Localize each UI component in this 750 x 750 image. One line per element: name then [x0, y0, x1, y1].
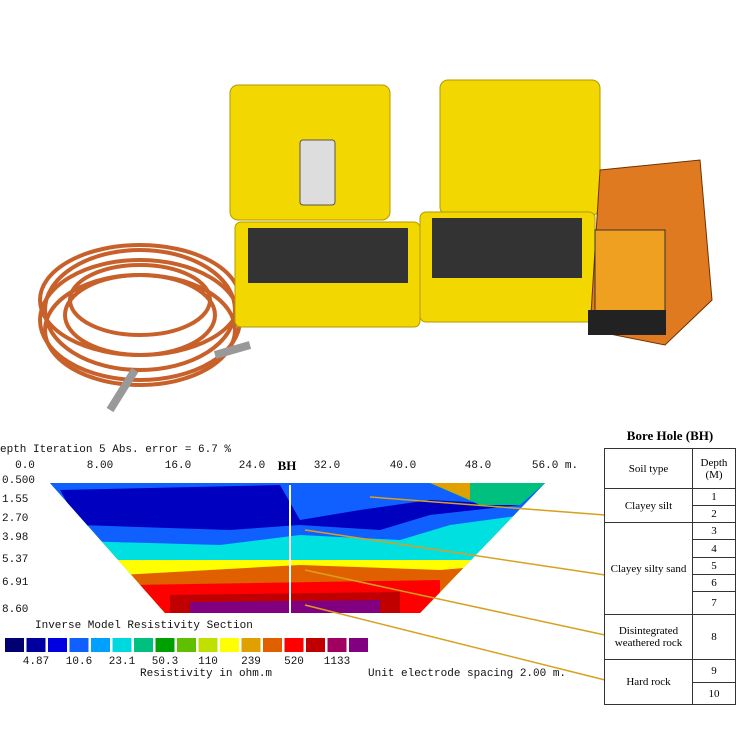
depth: 10	[692, 682, 736, 705]
depth-label: 0.500	[2, 475, 35, 487]
depth-label: 3.98	[2, 532, 28, 544]
arrows	[304, 496, 606, 681]
spacing-note: Unit electrode spacing 2.00 m.	[368, 668, 566, 680]
power-unit	[588, 159, 713, 346]
scale-swatch	[198, 638, 218, 652]
table-title: Bore Hole (BH)	[626, 428, 714, 443]
resistivity-section	[50, 483, 545, 613]
x-label: 32.0	[314, 460, 340, 472]
x-label: 48.0	[465, 460, 491, 472]
scale-swatch	[220, 638, 239, 652]
depth: 8	[692, 614, 736, 660]
depth: 9	[692, 659, 736, 683]
scale-swatch	[349, 638, 368, 652]
scale-swatch	[306, 638, 325, 652]
scale-swatch	[241, 638, 261, 652]
depth-label: 2.70	[2, 513, 28, 525]
table-row: Disintegrated weathered rock 8	[604, 614, 736, 660]
x-label: 16.0	[165, 460, 191, 472]
depth: 7	[692, 591, 736, 615]
soil-type: Clayey silty sand	[604, 522, 693, 615]
scale-swatch	[263, 638, 282, 652]
x-label: 0.0	[15, 460, 35, 472]
bh-marker: BH	[278, 458, 297, 473]
soil-type: Disintegrated weathered rock	[604, 614, 693, 660]
scale-swatch	[134, 638, 153, 652]
col-header: Soil type	[604, 448, 693, 489]
table-row: 7	[605, 591, 736, 615]
col-header: Depth (M)	[692, 448, 736, 489]
soil-type: Clayey silt	[604, 488, 693, 523]
scale-label: 23.1	[109, 656, 136, 668]
depth: 2	[692, 505, 736, 523]
depth: 5	[692, 557, 736, 575]
depth-label: 8.60	[2, 604, 28, 616]
scale-label: 520	[284, 656, 304, 668]
depth-label: 5.37	[2, 554, 28, 566]
section-title: Inverse Model Resistivity Section	[35, 620, 253, 632]
x-label: 40.0	[390, 460, 416, 472]
scale-label: 10.6	[66, 656, 92, 668]
table-row: 10	[605, 682, 736, 705]
scale-swatch	[327, 638, 347, 652]
table-row: Clayey silty sand 3	[604, 522, 736, 615]
scale-title: Resistivity in ohm.m	[140, 668, 272, 680]
scale-label: 4.87	[23, 656, 49, 668]
section-header: epth Iteration 5 Abs. error = 6.7 %	[0, 444, 231, 456]
scale-label: 239	[241, 656, 261, 668]
scale-swatch	[112, 638, 132, 652]
scale-label: 110	[198, 656, 218, 668]
table-row: 6	[605, 574, 736, 592]
scale-swatch	[69, 638, 89, 652]
cable-coil	[38, 243, 252, 413]
depth-label: 6.91	[2, 577, 29, 589]
soil-type: Hard rock	[604, 659, 693, 705]
depth: 3	[692, 522, 736, 540]
depth: 6	[692, 574, 736, 592]
table-row: Clayey silt 1	[604, 488, 736, 523]
scale-label: 50.3	[152, 656, 178, 668]
scale-swatch	[5, 638, 24, 652]
scale-swatch	[284, 638, 304, 652]
bore-hole-table: Bore Hole (BH) Soil type Depth (M) Clayey…	[604, 424, 736, 705]
scale-label: 1133	[324, 656, 350, 668]
scale-swatch	[177, 638, 196, 652]
scale-swatch	[26, 638, 46, 652]
depth: 1	[692, 488, 736, 506]
x-label: 24.0	[239, 460, 265, 472]
scale-swatch	[91, 638, 110, 652]
scale-swatch	[48, 638, 67, 652]
depth-label: 1.55	[2, 494, 28, 506]
scale-swatch	[155, 638, 175, 652]
table-row: Hard rock 9	[604, 659, 736, 705]
case-2	[419, 79, 601, 323]
case-1	[229, 84, 421, 328]
depth: 4	[692, 539, 736, 558]
x-label: 56.0 m.	[532, 460, 578, 472]
x-label: 8.00	[87, 460, 113, 472]
